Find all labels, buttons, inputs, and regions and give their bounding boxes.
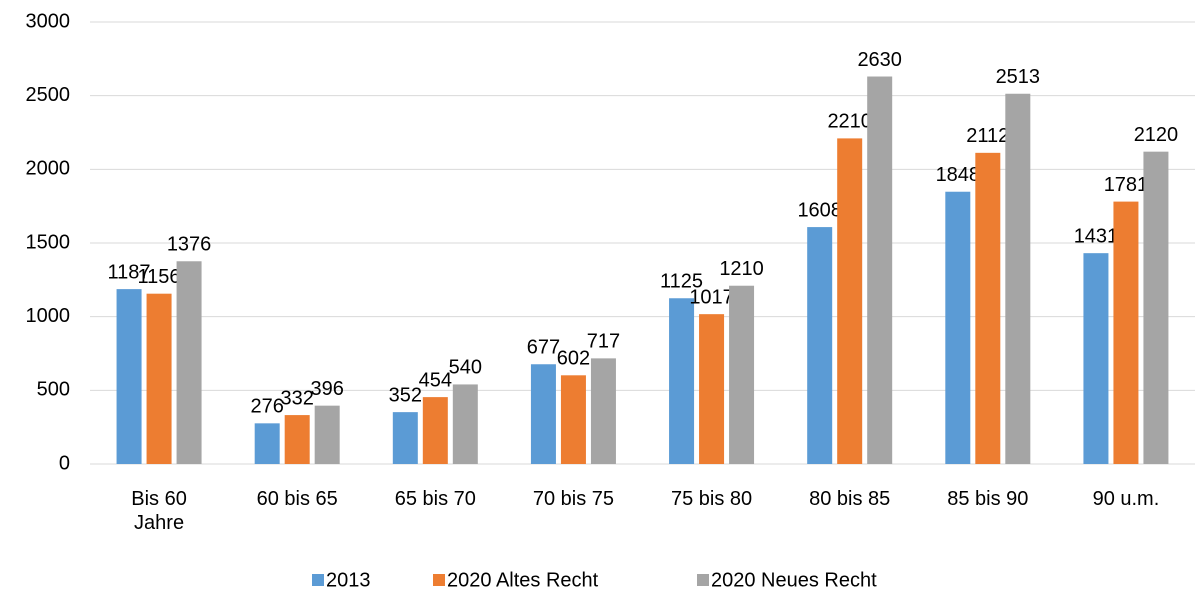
- legend-label: 2020 Neues Recht: [711, 569, 877, 591]
- data-label: 352: [389, 384, 422, 406]
- data-label: 396: [311, 378, 344, 400]
- bar: [945, 191, 971, 464]
- bar: [1005, 93, 1031, 464]
- bar: [452, 384, 478, 464]
- data-label: 2513: [996, 66, 1041, 88]
- x-tick-label: 65 bis 70: [394, 488, 476, 510]
- data-label: 1376: [167, 234, 212, 256]
- bar: [1083, 253, 1109, 464]
- data-label: 602: [557, 348, 590, 370]
- data-label: 2210: [827, 111, 872, 133]
- x-tick-label: Bis 60 Jahre: [131, 488, 187, 534]
- bar: [1143, 151, 1169, 465]
- bar: [146, 293, 172, 464]
- data-label: 677: [527, 337, 560, 359]
- bar: [392, 412, 418, 464]
- legend-swatch: [697, 574, 709, 586]
- bar: [729, 285, 755, 464]
- x-tick-label: 85 bis 90: [947, 488, 1029, 510]
- data-label: 2112: [966, 125, 1009, 147]
- legend-swatch: [312, 574, 324, 586]
- y-tick-label: 2500: [26, 84, 71, 106]
- data-label: 2630: [857, 49, 902, 71]
- data-label: 540: [449, 357, 482, 379]
- bar: [284, 415, 310, 464]
- bar: [1113, 201, 1139, 464]
- data-label: 1608: [797, 199, 842, 221]
- bar: [837, 138, 863, 465]
- data-label: 454: [419, 369, 452, 391]
- bar: [560, 375, 586, 464]
- y-tick-label: 0: [59, 452, 70, 474]
- legend-swatch: [433, 574, 445, 586]
- data-label: 1156: [138, 266, 181, 288]
- bar: [176, 261, 202, 464]
- bar: [530, 364, 556, 464]
- legend-label: 2020 Altes Recht: [447, 569, 599, 591]
- y-tick-label: 500: [37, 379, 70, 401]
- bar: [975, 152, 1001, 464]
- bar: [867, 76, 893, 464]
- data-label: 1781: [1104, 174, 1149, 196]
- x-tick-label: 80 bis 85: [809, 488, 891, 510]
- data-label: 1187: [108, 261, 151, 283]
- x-tick-label: 70 bis 75: [532, 488, 615, 510]
- data-label: 2120: [1134, 124, 1179, 146]
- data-label: 717: [587, 331, 620, 353]
- data-label: 1210: [719, 258, 764, 280]
- y-tick-label: 1000: [26, 305, 71, 327]
- y-tick-label: 3000: [26, 10, 71, 32]
- x-tick-label: 60 bis 65: [256, 488, 338, 510]
- bar: [699, 314, 725, 464]
- legend-label: 2013: [326, 569, 371, 591]
- bar: [590, 358, 616, 464]
- x-tick-label: 90 u.m.: [1092, 488, 1160, 510]
- data-label: 1431: [1074, 225, 1119, 247]
- data-label: 1848: [936, 164, 981, 186]
- bar: [314, 405, 340, 464]
- data-label: 276: [251, 396, 284, 418]
- y-tick-label: 2000: [26, 158, 71, 180]
- bar: [807, 227, 833, 464]
- data-label: 1017: [689, 286, 734, 308]
- bar: [669, 298, 695, 464]
- x-tick-label: 75 bis 80: [670, 488, 753, 510]
- bar: [254, 423, 280, 464]
- bar: [116, 289, 142, 464]
- bar: [422, 397, 448, 464]
- y-tick-label: 1500: [26, 231, 71, 253]
- data-label: 1125: [660, 271, 703, 293]
- data-label: 332: [281, 387, 314, 409]
